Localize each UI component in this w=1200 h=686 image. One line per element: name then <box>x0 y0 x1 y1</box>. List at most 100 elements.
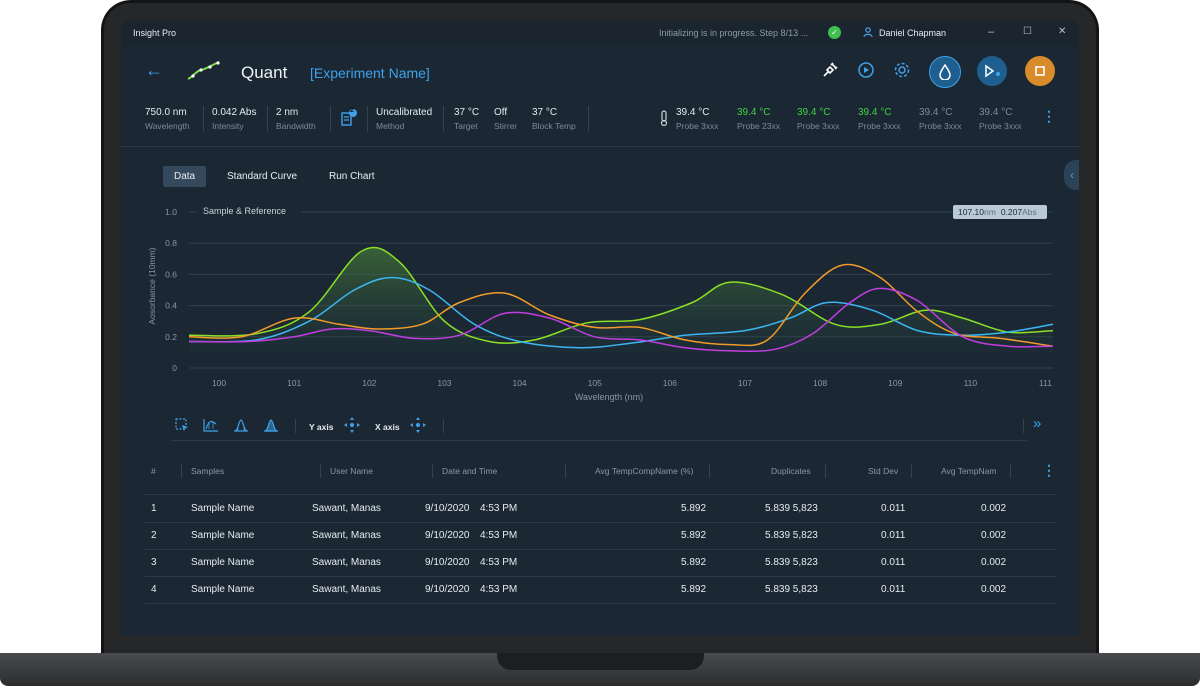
status-text: Initializing is in progress. Step 8/13 .… <box>659 28 809 38</box>
tab-standard-curve[interactable]: Standard Curve <box>227 171 298 182</box>
series-line-blue[interactable] <box>188 276 1054 349</box>
probe-1: 39.4 °C Probe 3xxx <box>676 107 719 131</box>
y-axis-pan-icon[interactable] <box>343 416 361 437</box>
col-header-avg-tempcomp[interactable]: Avg TempCompName (%) <box>595 466 694 476</box>
cell-std-dev: 0.011 <box>881 530 906 541</box>
col-header-std-dev[interactable]: Std Dev <box>868 466 899 476</box>
method-list-icon[interactable]: 2 <box>340 107 358 132</box>
table-row[interactable]: 2 Sample Name Sawant, Manas 9/10/2020 4:… <box>145 522 1056 550</box>
table-options-icon[interactable]: ⋮ <box>1042 462 1056 478</box>
readout-y-unit: Abs <box>1022 207 1037 217</box>
probe-2: 39.4 °C Probe 23xx <box>737 107 780 131</box>
plug-icon[interactable] <box>821 61 839 84</box>
cell-number: 4 <box>151 584 157 595</box>
y-tick-label: 0.8 <box>165 238 177 248</box>
x-axis-pan-icon[interactable] <box>409 416 427 437</box>
series-line-purple[interactable] <box>188 287 1054 352</box>
divider <box>709 464 710 478</box>
col-header-user-name[interactable]: User Name <box>330 466 373 476</box>
cell-avg: 5.892 <box>681 530 707 541</box>
minimize-button[interactable]: – <box>988 26 995 38</box>
x-tick-label: 111 <box>1039 378 1052 388</box>
cell-time: 4:53 PM <box>480 530 518 541</box>
y-axis-label: Aosorbance (10mm) <box>147 247 157 324</box>
divider <box>432 464 433 478</box>
cell-avg: 5.892 <box>681 557 707 568</box>
stat-target: 37 °C Target <box>454 107 480 131</box>
stop-button[interactable] <box>1025 56 1055 86</box>
readout-x: 107.10 <box>958 207 984 217</box>
cell-avg: 5.892 <box>681 584 707 595</box>
drop-button[interactable] <box>929 56 961 88</box>
user-name[interactable]: Daniel Chapman <box>879 28 947 38</box>
cell-duplicates: 5.839 5,823 <box>765 503 818 514</box>
peak-icon[interactable] <box>233 418 249 435</box>
header: ← Quant [Experiment Name] <box>121 46 1079 100</box>
divider <box>267 106 268 132</box>
experiment-name-link[interactable]: [Experiment Name] <box>310 65 430 81</box>
timer-play-icon[interactable] <box>857 61 875 84</box>
y-tick-label: 1.0 <box>165 207 177 217</box>
x-tick-label: 110 <box>964 378 978 388</box>
probe-3: 39.4 °C Probe 3xxx <box>797 107 840 131</box>
method-badge: 2 <box>350 107 354 114</box>
user-icon[interactable] <box>863 27 873 40</box>
col-header-avg-tempnam[interactable]: Avg TempNam <box>941 466 997 476</box>
tab-run-chart[interactable]: Run Chart <box>329 171 375 182</box>
divider <box>825 464 826 478</box>
zoom-area-icon[interactable] <box>203 418 219 435</box>
table-row[interactable]: 1 Sample Name Sawant, Manas 9/10/2020 4:… <box>145 495 1056 523</box>
stat-intensity: 0.042 Abs Intensity <box>212 107 257 131</box>
close-button[interactable]: ✕ <box>1058 26 1067 37</box>
cell-number: 1 <box>151 503 157 514</box>
x-tick-label: 108 <box>813 378 827 388</box>
cell-avg-temp: 0.002 <box>981 557 1007 568</box>
expand-toolbar-icon[interactable]: » <box>1033 415 1042 432</box>
cell-sample: Sample Name <box>191 557 255 568</box>
x-axis-control-label: X axis <box>375 422 400 432</box>
title-bar: Insight Pro Initializing is in progress.… <box>121 20 1079 46</box>
absorbance-chart[interactable]: 0 0.2 0.4 0.6 0.8 1.0 100 101 102 103 104 105 106 10… <box>143 200 1063 410</box>
table-row[interactable]: 3 Sample Name Sawant, Manas 9/10/2020 4:… <box>145 549 1056 577</box>
run-button[interactable] <box>977 56 1007 86</box>
series-line-green[interactable] <box>188 246 1054 344</box>
page-title: Quant <box>241 63 288 82</box>
cell-avg: 5.892 <box>681 503 707 514</box>
col-header-duplicates[interactable]: Duplicates <box>771 466 811 476</box>
divider <box>1023 419 1024 433</box>
divider <box>588 106 589 132</box>
more-options-icon[interactable]: ⋮ <box>1042 108 1056 124</box>
series-line-orange[interactable] <box>188 263 1054 347</box>
app-title: Insight Pro <box>133 28 177 38</box>
tab-data[interactable]: Data <box>163 166 207 187</box>
col-header-number[interactable]: # <box>151 466 156 476</box>
check-icon: ✓ <box>828 26 841 39</box>
gear-icon[interactable] <box>893 61 911 84</box>
y-axis-control-label: Y axis <box>309 422 334 432</box>
cell-sample: Sample Name <box>191 584 255 595</box>
cell-user: Sawant, Manas <box>312 503 381 514</box>
stat-method: Uncalibrated Method <box>376 107 433 131</box>
cell-number: 3 <box>151 557 157 568</box>
divider <box>203 106 204 132</box>
x-tick-label: 102 <box>362 378 376 388</box>
area-icon[interactable] <box>263 418 279 435</box>
table-row[interactable]: 4 Sample Name Sawant, Manas 9/10/2020 4:… <box>145 576 1056 604</box>
x-tick-label: 107 <box>738 378 752 388</box>
cell-user: Sawant, Manas <box>312 557 381 568</box>
probe-6: 39.4 °C Probe 3xxx <box>979 107 1022 131</box>
cell-time: 4:53 PM <box>480 557 518 568</box>
select-icon[interactable] <box>175 418 189 435</box>
back-arrow-icon[interactable]: ← <box>145 60 163 80</box>
maximize-button[interactable]: ☐ <box>1023 26 1032 37</box>
col-header-samples[interactable]: Samples <box>191 466 225 476</box>
col-header-date-time[interactable]: Date and Time <box>442 466 498 476</box>
cell-std-dev: 0.011 <box>881 584 906 595</box>
cell-user: Sawant, Manas <box>312 584 381 595</box>
side-panel-toggle[interactable]: ‹ <box>1064 160 1079 190</box>
divider <box>565 464 566 478</box>
readout-x-unit: nm <box>984 207 996 217</box>
curve-logo-icon <box>186 58 222 87</box>
x-tick-label: 105 <box>588 378 602 388</box>
stat-wavelength: 750.0 nm Wavelength <box>145 107 190 131</box>
